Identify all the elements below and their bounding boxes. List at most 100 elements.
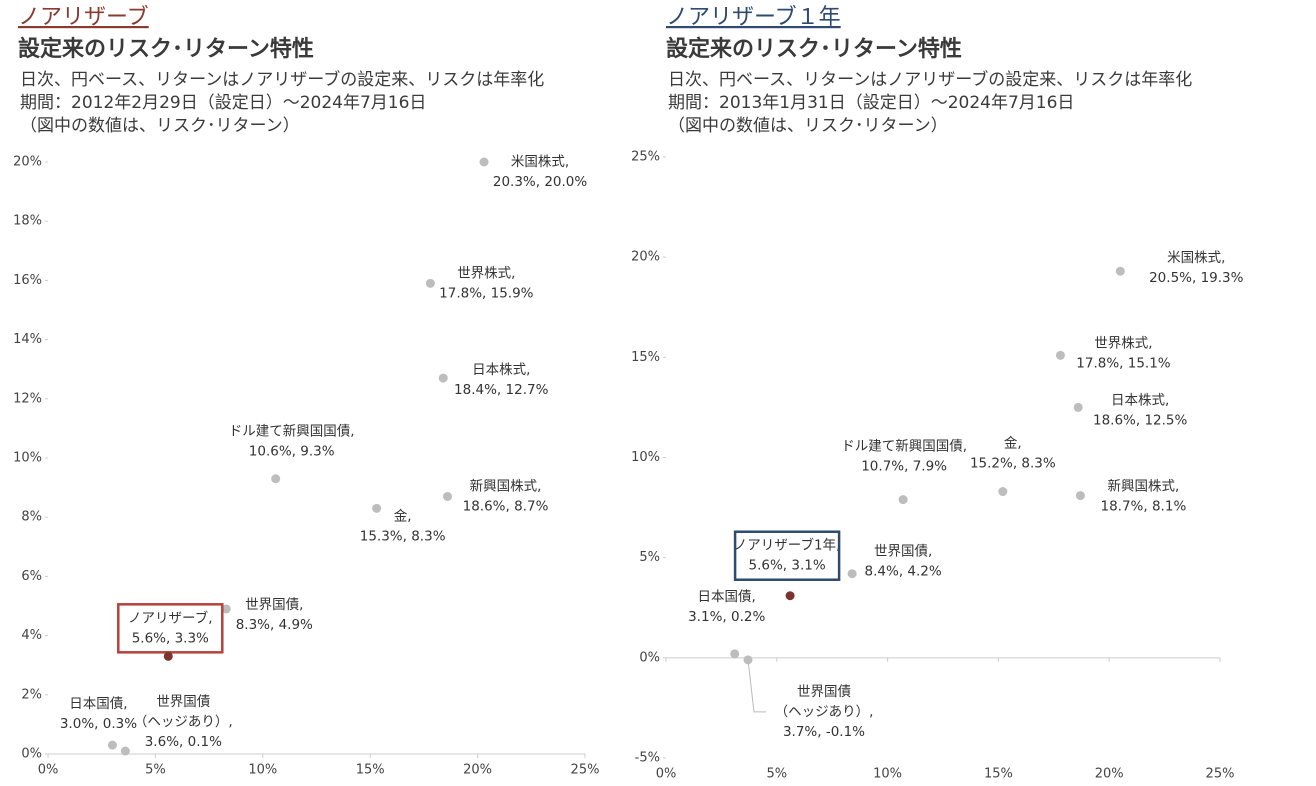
point [372, 503, 382, 513]
point [163, 651, 173, 661]
chart-title: 設定来のリスク･リターン特性 [666, 36, 962, 62]
y-tick-label: 16% [13, 273, 42, 288]
point-name: 新興国株式, [1107, 479, 1179, 495]
point-name: 世界国債, [245, 597, 303, 613]
point-name: 世界国債 [156, 694, 210, 710]
x-tick-label: 25% [571, 763, 600, 778]
point-name: 日本国債, [69, 696, 127, 712]
x-tick-label: 15% [984, 767, 1013, 782]
y-tick-label: 0% [639, 650, 660, 665]
point [1055, 350, 1065, 360]
point [998, 487, 1008, 497]
point-name: ドル建て新興国国債, [229, 424, 355, 440]
y-tick-label: 6% [21, 569, 42, 584]
point-name: 日本株式, [472, 362, 530, 378]
y-tick-label: 5% [639, 550, 660, 565]
point [898, 495, 908, 505]
point-value-label: 5.6%, 3.1% [749, 558, 826, 574]
point-value-label: 17.8%, 15.1% [1076, 355, 1171, 371]
x-tick-label: 15% [356, 763, 385, 778]
point-name: （ヘッジあり）, [775, 704, 874, 720]
point-value-label: 18.7%, 8.1% [1101, 499, 1187, 515]
point-value-label: 10.7%, 7.9% [861, 459, 947, 475]
y-tick-label: 4% [21, 628, 42, 643]
point-name: 世界国債, [874, 544, 932, 560]
point-value-label: 3.0%, 0.3% [60, 716, 137, 732]
point-name: 米国株式, [511, 154, 569, 170]
chart-subtitle: 日次、円ベース、リターンはノアリザーブの設定来、リスクは年率化 [20, 69, 544, 90]
y-tick-label: 20% [631, 250, 660, 265]
point-value-label: 20.5%, 19.3% [1149, 270, 1244, 286]
y-tick-label: 2% [21, 687, 42, 702]
x-tick-label: 25% [1206, 767, 1235, 782]
point-name: ノアリザーブ, [128, 609, 212, 626]
x-tick-label: 5% [145, 763, 166, 778]
chart-heading: ノアリザーブ [18, 5, 149, 30]
highlight-box [733, 530, 841, 581]
x-tick-label: 20% [1095, 767, 1124, 782]
leader-line [747, 659, 766, 713]
y-tick-label: 18% [13, 214, 42, 229]
x-tick-label: 0% [38, 763, 59, 778]
y-tick-label: 14% [13, 332, 42, 347]
point [271, 474, 281, 484]
point [438, 373, 448, 383]
chart-subtitle: （図中の数値は、リスク･リターン） [20, 116, 300, 136]
y-tick-label: 10% [631, 450, 660, 465]
point-name: （ヘッジあり）, [134, 714, 233, 730]
point-name: 金, [394, 508, 412, 524]
point [743, 655, 753, 665]
y-tick-label: 25% [631, 150, 660, 165]
point-name: 金, [1004, 436, 1022, 452]
point-value-label: 15.2%, 8.3% [970, 456, 1056, 472]
x-tick-label: 20% [463, 763, 492, 778]
point [107, 740, 117, 750]
y-tick-label: 15% [631, 350, 660, 365]
point-value-label: 3.1%, 0.2% [688, 609, 765, 625]
x-tick-label: 10% [873, 767, 902, 782]
point [1115, 266, 1125, 276]
point-value-label: 18.4%, 12.7% [454, 382, 549, 398]
point-value-label: 20.3%, 20.0% [493, 174, 588, 190]
y-tick-label: -5% [635, 751, 660, 766]
x-tick-label: 5% [766, 767, 787, 782]
y-tick-label: 10% [13, 451, 42, 466]
point-name: 新興国株式, [470, 478, 542, 494]
point [221, 604, 231, 614]
point [785, 591, 795, 601]
y-tick-label: 12% [13, 391, 42, 406]
point-value-label: 15.3%, 8.3% [360, 528, 446, 544]
chart-subtitle: 日次、円ベース、リターンはノアリザーブの設定来、リスクは年率化 [668, 69, 1192, 90]
point [730, 649, 740, 659]
point [479, 157, 489, 167]
point-value-label: 18.6%, 8.7% [463, 498, 549, 514]
point-name: ドル建て新興国国債, [841, 439, 967, 455]
point [443, 491, 453, 501]
point [425, 278, 435, 288]
y-tick-label: 20% [13, 155, 42, 170]
point-value-label: 5.6%, 3.3% [132, 630, 209, 646]
point-value-label: 3.7%, -0.1% [783, 724, 865, 740]
chart-subtitle: 期間：2012年2月29日（設定日）～2024年7月16日 [20, 93, 426, 113]
point-name: 日本株式, [1111, 392, 1169, 408]
point-value-label: 17.8%, 15.9% [439, 285, 534, 301]
y-tick-label: 0% [21, 747, 42, 762]
point-name: 世界株式, [1094, 335, 1152, 351]
chart-subtitle: 期間：2013年1月31日（設定日）～2024年7月16日 [668, 93, 1074, 113]
point-value-label: 8.4%, 4.2% [865, 564, 942, 580]
point-value-label: 10.6%, 9.3% [249, 444, 335, 460]
x-tick-label: 0% [656, 767, 677, 782]
chart-subtitle: （図中の数値は、リスク･リターン） [668, 116, 948, 136]
point-name: 日本国債, [698, 589, 756, 605]
point [1073, 402, 1083, 412]
chart-heading: ノアリザーブ１年 [666, 5, 841, 30]
point-name: ノアリザーブ1年, [734, 537, 841, 554]
point-name: 米国株式, [1167, 250, 1225, 266]
y-tick-label: 8% [21, 510, 42, 525]
point-value-label: 18.6%, 12.5% [1093, 412, 1188, 428]
point [120, 746, 130, 756]
point-name: 世界国債 [797, 684, 851, 700]
chart-title: 設定来のリスク･リターン特性 [18, 36, 314, 62]
point [847, 569, 857, 579]
